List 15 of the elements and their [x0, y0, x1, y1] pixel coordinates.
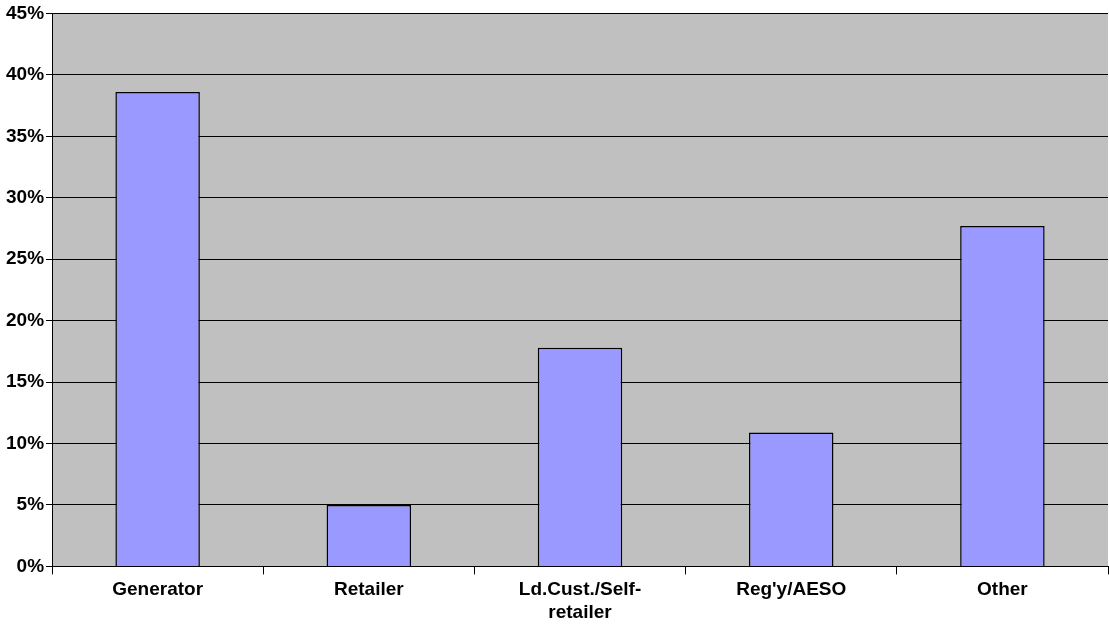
x-tick-label: Ld.Cust./Self-retailer [518, 578, 642, 622]
y-tick-label: 25% [6, 247, 45, 269]
y-tick-label: 40% [6, 63, 45, 85]
x-tick-label: Reg'y/AESO [736, 578, 847, 600]
y-tick-label: 45% [6, 1, 45, 23]
x-tick-label: Retailer [333, 578, 405, 600]
y-tick-label: 5% [16, 493, 45, 515]
y-tick-label: 30% [6, 185, 45, 207]
y-tick-label: 20% [6, 308, 45, 330]
y-tick-label: 15% [6, 370, 45, 392]
y-tick-label: 0% [16, 554, 45, 576]
y-tick-label: 10% [6, 431, 45, 453]
y-tick-label: 35% [6, 124, 45, 146]
x-tick-label: Other [977, 578, 1029, 600]
x-tick-label: Generator [112, 578, 204, 600]
